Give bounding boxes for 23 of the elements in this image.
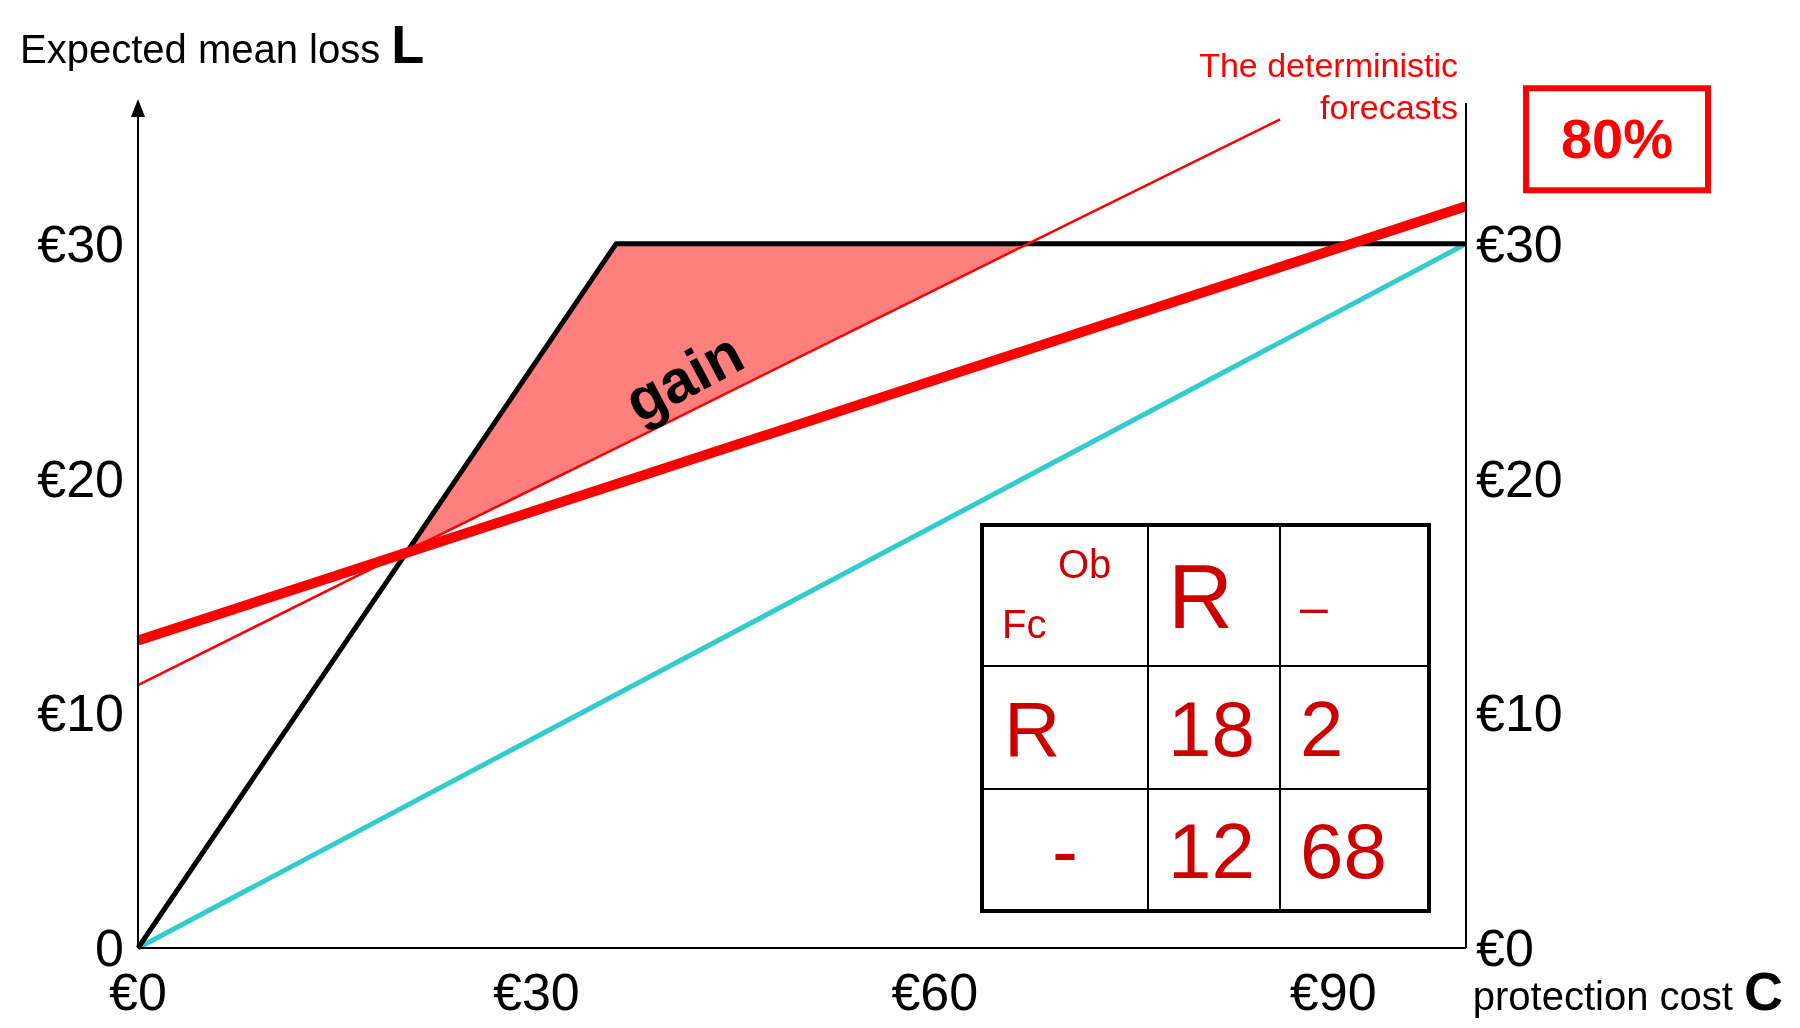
x-tick-label: €90 (1289, 963, 1377, 1021)
annotation: – (1300, 578, 1328, 635)
y2-tick-label: €20 (1476, 449, 1563, 508)
y-tick-label: €10 (37, 684, 124, 743)
y-tick-label: €20 (37, 449, 124, 508)
annotation: R (1168, 546, 1233, 647)
annotation: Ob (1058, 542, 1112, 586)
annotation: 18 (1168, 684, 1255, 773)
y2-tick-label: €30 (1476, 214, 1563, 273)
x-tick-label: €60 (891, 963, 979, 1021)
annotation: 2 (1300, 684, 1344, 773)
annotation: gain (613, 318, 754, 436)
annotation: - (1052, 807, 1078, 895)
y-tick-label: €30 (37, 214, 124, 273)
x-tick-label: €30 (493, 963, 580, 1021)
annotation: 12 (1168, 807, 1255, 895)
annotation: Fc (1002, 602, 1047, 646)
series-label: 80% (1560, 107, 1674, 171)
y-axis-title: Expected mean loss L (20, 14, 425, 74)
y2-tick-label: €10 (1476, 684, 1563, 743)
annotation: R (1004, 684, 1061, 773)
annotation: 68 (1300, 807, 1387, 895)
series-label: The deterministic forecasts (1199, 46, 1458, 127)
